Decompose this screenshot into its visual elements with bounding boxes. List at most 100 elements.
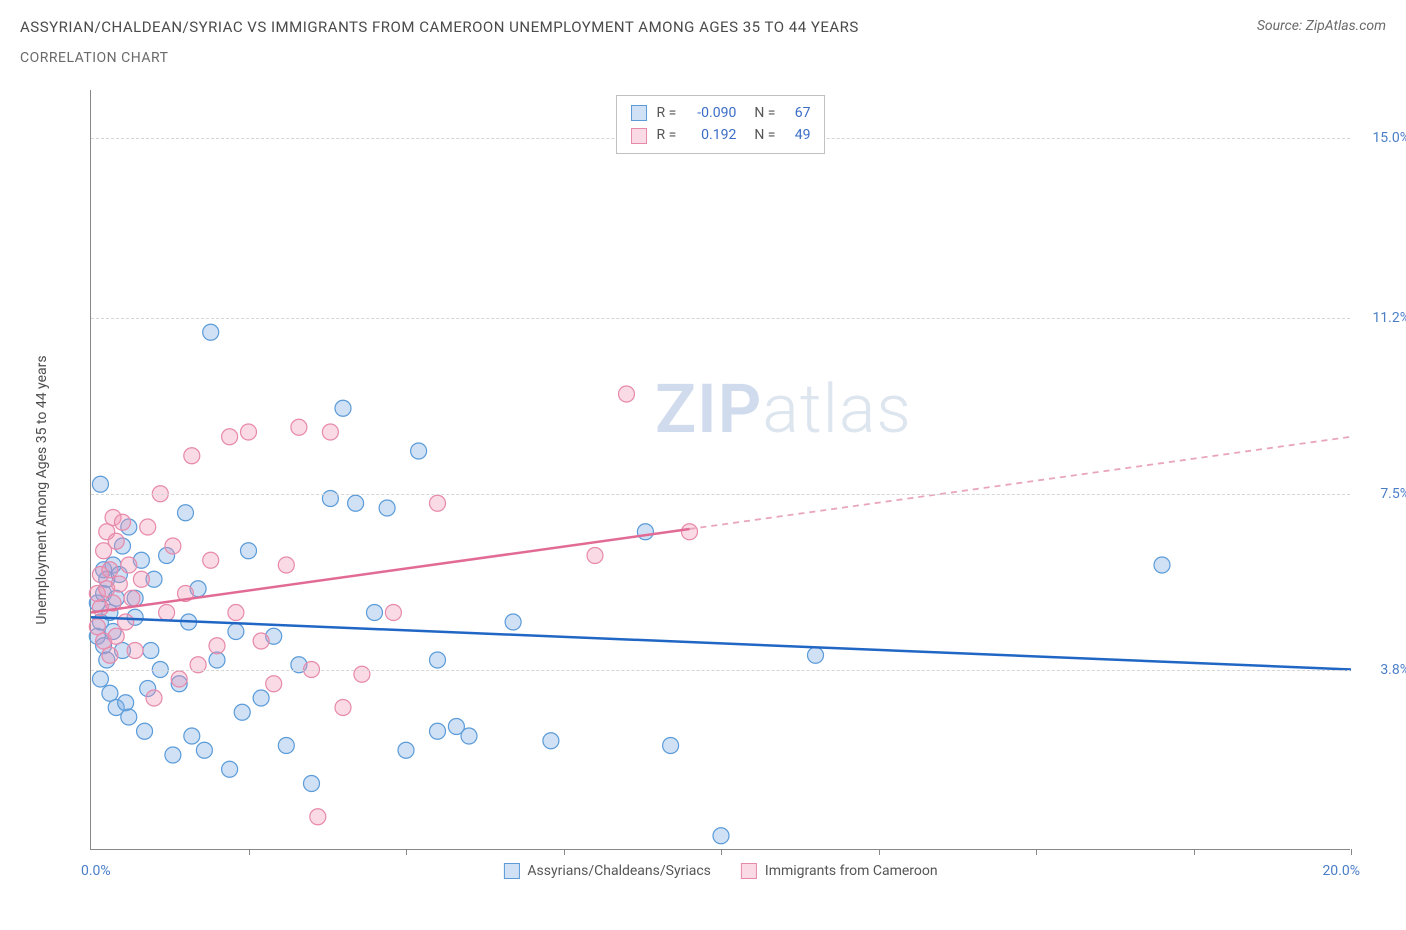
- scatter-point: [111, 576, 127, 592]
- gridline: [91, 318, 1350, 319]
- scatter-point: [278, 557, 294, 573]
- legend-n-label: N =: [754, 124, 775, 146]
- chart-source: Source: ZipAtlas.com: [1257, 18, 1386, 34]
- scatter-point: [102, 685, 118, 701]
- x-axis-min-label: 0.0%: [81, 863, 111, 879]
- scatter-point: [203, 552, 219, 568]
- trend-line-solid: [91, 617, 1351, 669]
- trend-line-solid: [91, 529, 690, 612]
- plot-area: ZIPatlas R =-0.090N =67R =0.192N =49 0.0…: [90, 90, 1350, 850]
- x-tick: [249, 849, 250, 855]
- legend-r-label: R =: [657, 102, 677, 124]
- scatter-point: [461, 728, 477, 744]
- legend-correlation-box: R =-0.090N =67R =0.192N =49: [616, 95, 826, 154]
- scatter-point: [379, 500, 395, 516]
- x-axis-max-label: 20.0%: [1322, 863, 1360, 879]
- scatter-point: [228, 605, 244, 621]
- scatter-point: [137, 723, 153, 739]
- x-tick: [1036, 849, 1037, 855]
- scatter-point: [619, 386, 635, 402]
- scatter-point: [165, 538, 181, 554]
- scatter-point: [505, 614, 521, 630]
- legend-series-item: Assyrians/Chaldeans/Syriacs: [503, 863, 710, 879]
- scatter-point: [92, 476, 108, 492]
- scatter-point: [184, 728, 200, 744]
- scatter-point: [196, 742, 212, 758]
- legend-n-value: 49: [785, 124, 810, 146]
- scatter-point: [291, 419, 307, 435]
- legend-n-label: N =: [754, 102, 775, 124]
- scatter-point: [102, 647, 118, 663]
- scatter-point: [367, 605, 383, 621]
- scatter-point: [124, 590, 140, 606]
- chart-subtitle: CORRELATION CHART: [20, 50, 859, 66]
- scatter-point: [118, 614, 134, 630]
- scatter-point: [222, 429, 238, 445]
- x-tick: [1351, 849, 1352, 855]
- scatter-point: [108, 628, 124, 644]
- scatter-point: [430, 495, 446, 511]
- scatter-point: [159, 605, 175, 621]
- trend-line-dashed: [690, 437, 1352, 529]
- scatter-point: [543, 733, 559, 749]
- scatter-point: [133, 571, 149, 587]
- scatter-point: [385, 605, 401, 621]
- legend-swatch: [741, 863, 757, 879]
- scatter-point: [430, 723, 446, 739]
- scatter-point: [682, 524, 698, 540]
- scatter-point: [348, 495, 364, 511]
- scatter-point: [335, 700, 351, 716]
- x-tick: [406, 849, 407, 855]
- legend-series-item: Immigrants from Cameroon: [741, 863, 938, 879]
- y-tick-label: 15.0%: [1355, 130, 1406, 146]
- scatter-point: [209, 652, 225, 668]
- scatter-point: [234, 704, 250, 720]
- scatter-point: [430, 652, 446, 668]
- scatter-point: [165, 747, 181, 763]
- scatter-point: [222, 761, 238, 777]
- scatter-point: [121, 709, 137, 725]
- legend-series-label: Immigrants from Cameroon: [765, 863, 938, 879]
- scatter-point: [121, 557, 137, 573]
- y-tick-label: 3.8%: [1355, 662, 1406, 678]
- scatter-point: [322, 424, 338, 440]
- scatter-point: [637, 524, 653, 540]
- scatter-point: [1154, 557, 1170, 573]
- scatter-point: [102, 562, 118, 578]
- y-tick-label: 11.2%: [1355, 310, 1406, 326]
- scatter-point: [115, 514, 131, 530]
- scatter-point: [108, 533, 124, 549]
- y-axis-label: Unemployment Among Ages 35 to 44 years: [34, 355, 50, 624]
- scatter-point: [587, 548, 603, 564]
- scatter-point: [178, 505, 194, 521]
- legend-correlation-row: R =-0.090N =67: [631, 102, 811, 124]
- legend-swatch: [631, 128, 647, 144]
- legend-swatch: [503, 863, 519, 879]
- chart-title: ASSYRIAN/CHALDEAN/SYRIAC VS IMMIGRANTS F…: [20, 18, 859, 36]
- scatter-point: [89, 619, 105, 635]
- scatter-point: [278, 738, 294, 754]
- gridline: [91, 494, 1350, 495]
- scatter-point: [266, 676, 282, 692]
- scatter-point: [143, 643, 159, 659]
- legend-series: Assyrians/Chaldeans/Syriacs Immigrants fr…: [503, 863, 937, 879]
- legend-r-value: 0.192: [686, 124, 736, 146]
- scatter-point: [253, 633, 269, 649]
- legend-n-value: 67: [785, 102, 810, 124]
- scatter-point: [146, 690, 162, 706]
- scatter-point: [140, 519, 156, 535]
- scatter-plot-svg: [91, 90, 1350, 849]
- scatter-point: [241, 424, 257, 440]
- scatter-point: [203, 324, 219, 340]
- x-tick: [879, 849, 880, 855]
- scatter-point: [253, 690, 269, 706]
- chart-header: ASSYRIAN/CHALDEAN/SYRIAC VS IMMIGRANTS F…: [0, 0, 1406, 76]
- scatter-point: [808, 647, 824, 663]
- scatter-point: [241, 543, 257, 559]
- legend-series-label: Assyrians/Chaldeans/Syriacs: [527, 863, 710, 879]
- scatter-point: [310, 809, 326, 825]
- scatter-point: [171, 671, 187, 687]
- scatter-point: [411, 443, 427, 459]
- scatter-point: [713, 828, 729, 844]
- scatter-point: [304, 776, 320, 792]
